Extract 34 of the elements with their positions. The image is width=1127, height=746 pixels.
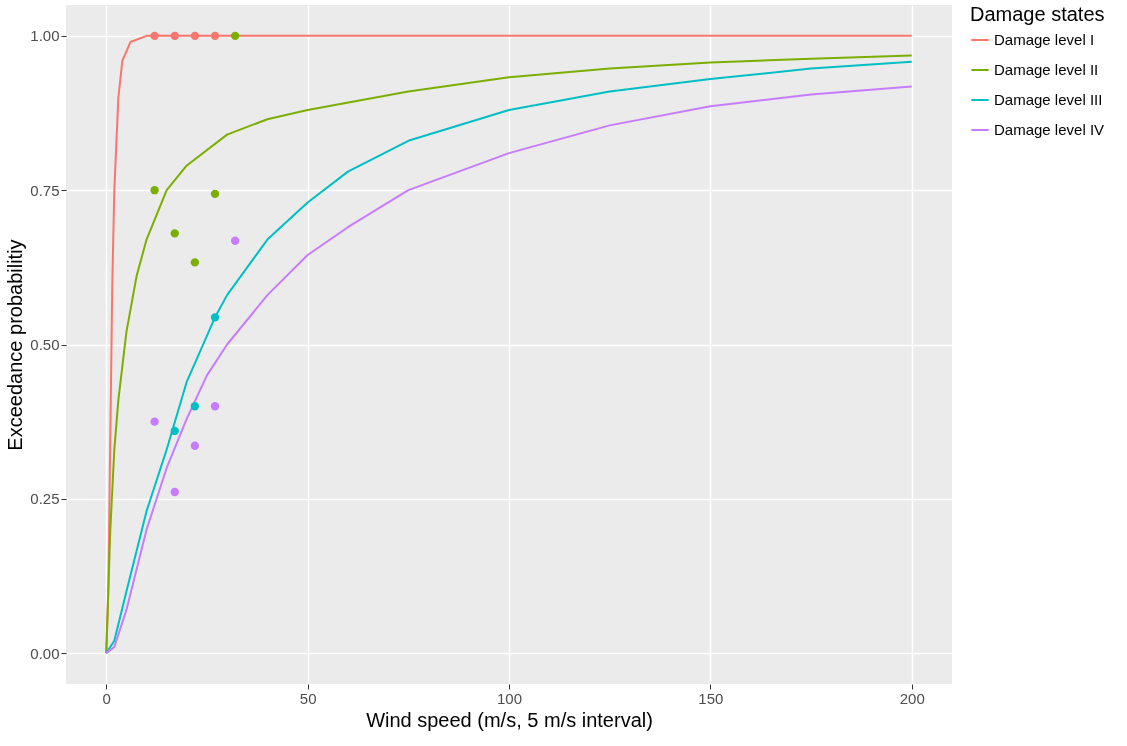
legend-title: Damage states <box>970 3 1105 25</box>
y-tick-label: 0.25 <box>30 490 60 508</box>
point <box>210 402 220 411</box>
legend-label: Damage level II <box>994 61 1099 78</box>
point <box>210 31 220 41</box>
legend-label: Damage level IV <box>994 121 1105 138</box>
point <box>190 402 200 411</box>
point <box>170 229 179 238</box>
x-tick-label: 100 <box>496 689 523 707</box>
y-tick-label: 0.00 <box>30 644 60 662</box>
point <box>150 186 159 195</box>
x-tick-label: 50 <box>299 689 317 707</box>
point <box>170 31 179 41</box>
point <box>170 487 179 497</box>
x-tick-label: 0 <box>102 689 111 707</box>
point <box>170 426 179 436</box>
legend-label: Damage level III <box>994 91 1103 108</box>
point <box>230 31 240 41</box>
legend-label: Damage level I <box>994 31 1095 48</box>
point <box>230 236 240 245</box>
x-tick-label: 150 <box>698 689 724 707</box>
point <box>150 417 159 426</box>
y-tick-label: 0.50 <box>30 336 60 353</box>
x-tick-label: 200 <box>899 689 925 707</box>
point <box>190 31 200 41</box>
point <box>190 258 200 267</box>
point <box>210 189 220 199</box>
y-tick-label: 1.00 <box>30 27 60 45</box>
x-axis-title: Wind speed (m/s, 5 m/s interval) <box>366 708 653 731</box>
point <box>210 313 220 322</box>
y-tick-label: 0.75 <box>30 181 60 199</box>
point <box>190 441 200 450</box>
y-axis-title: Exceedance probabilitiy <box>4 239 27 451</box>
point <box>150 31 159 41</box>
